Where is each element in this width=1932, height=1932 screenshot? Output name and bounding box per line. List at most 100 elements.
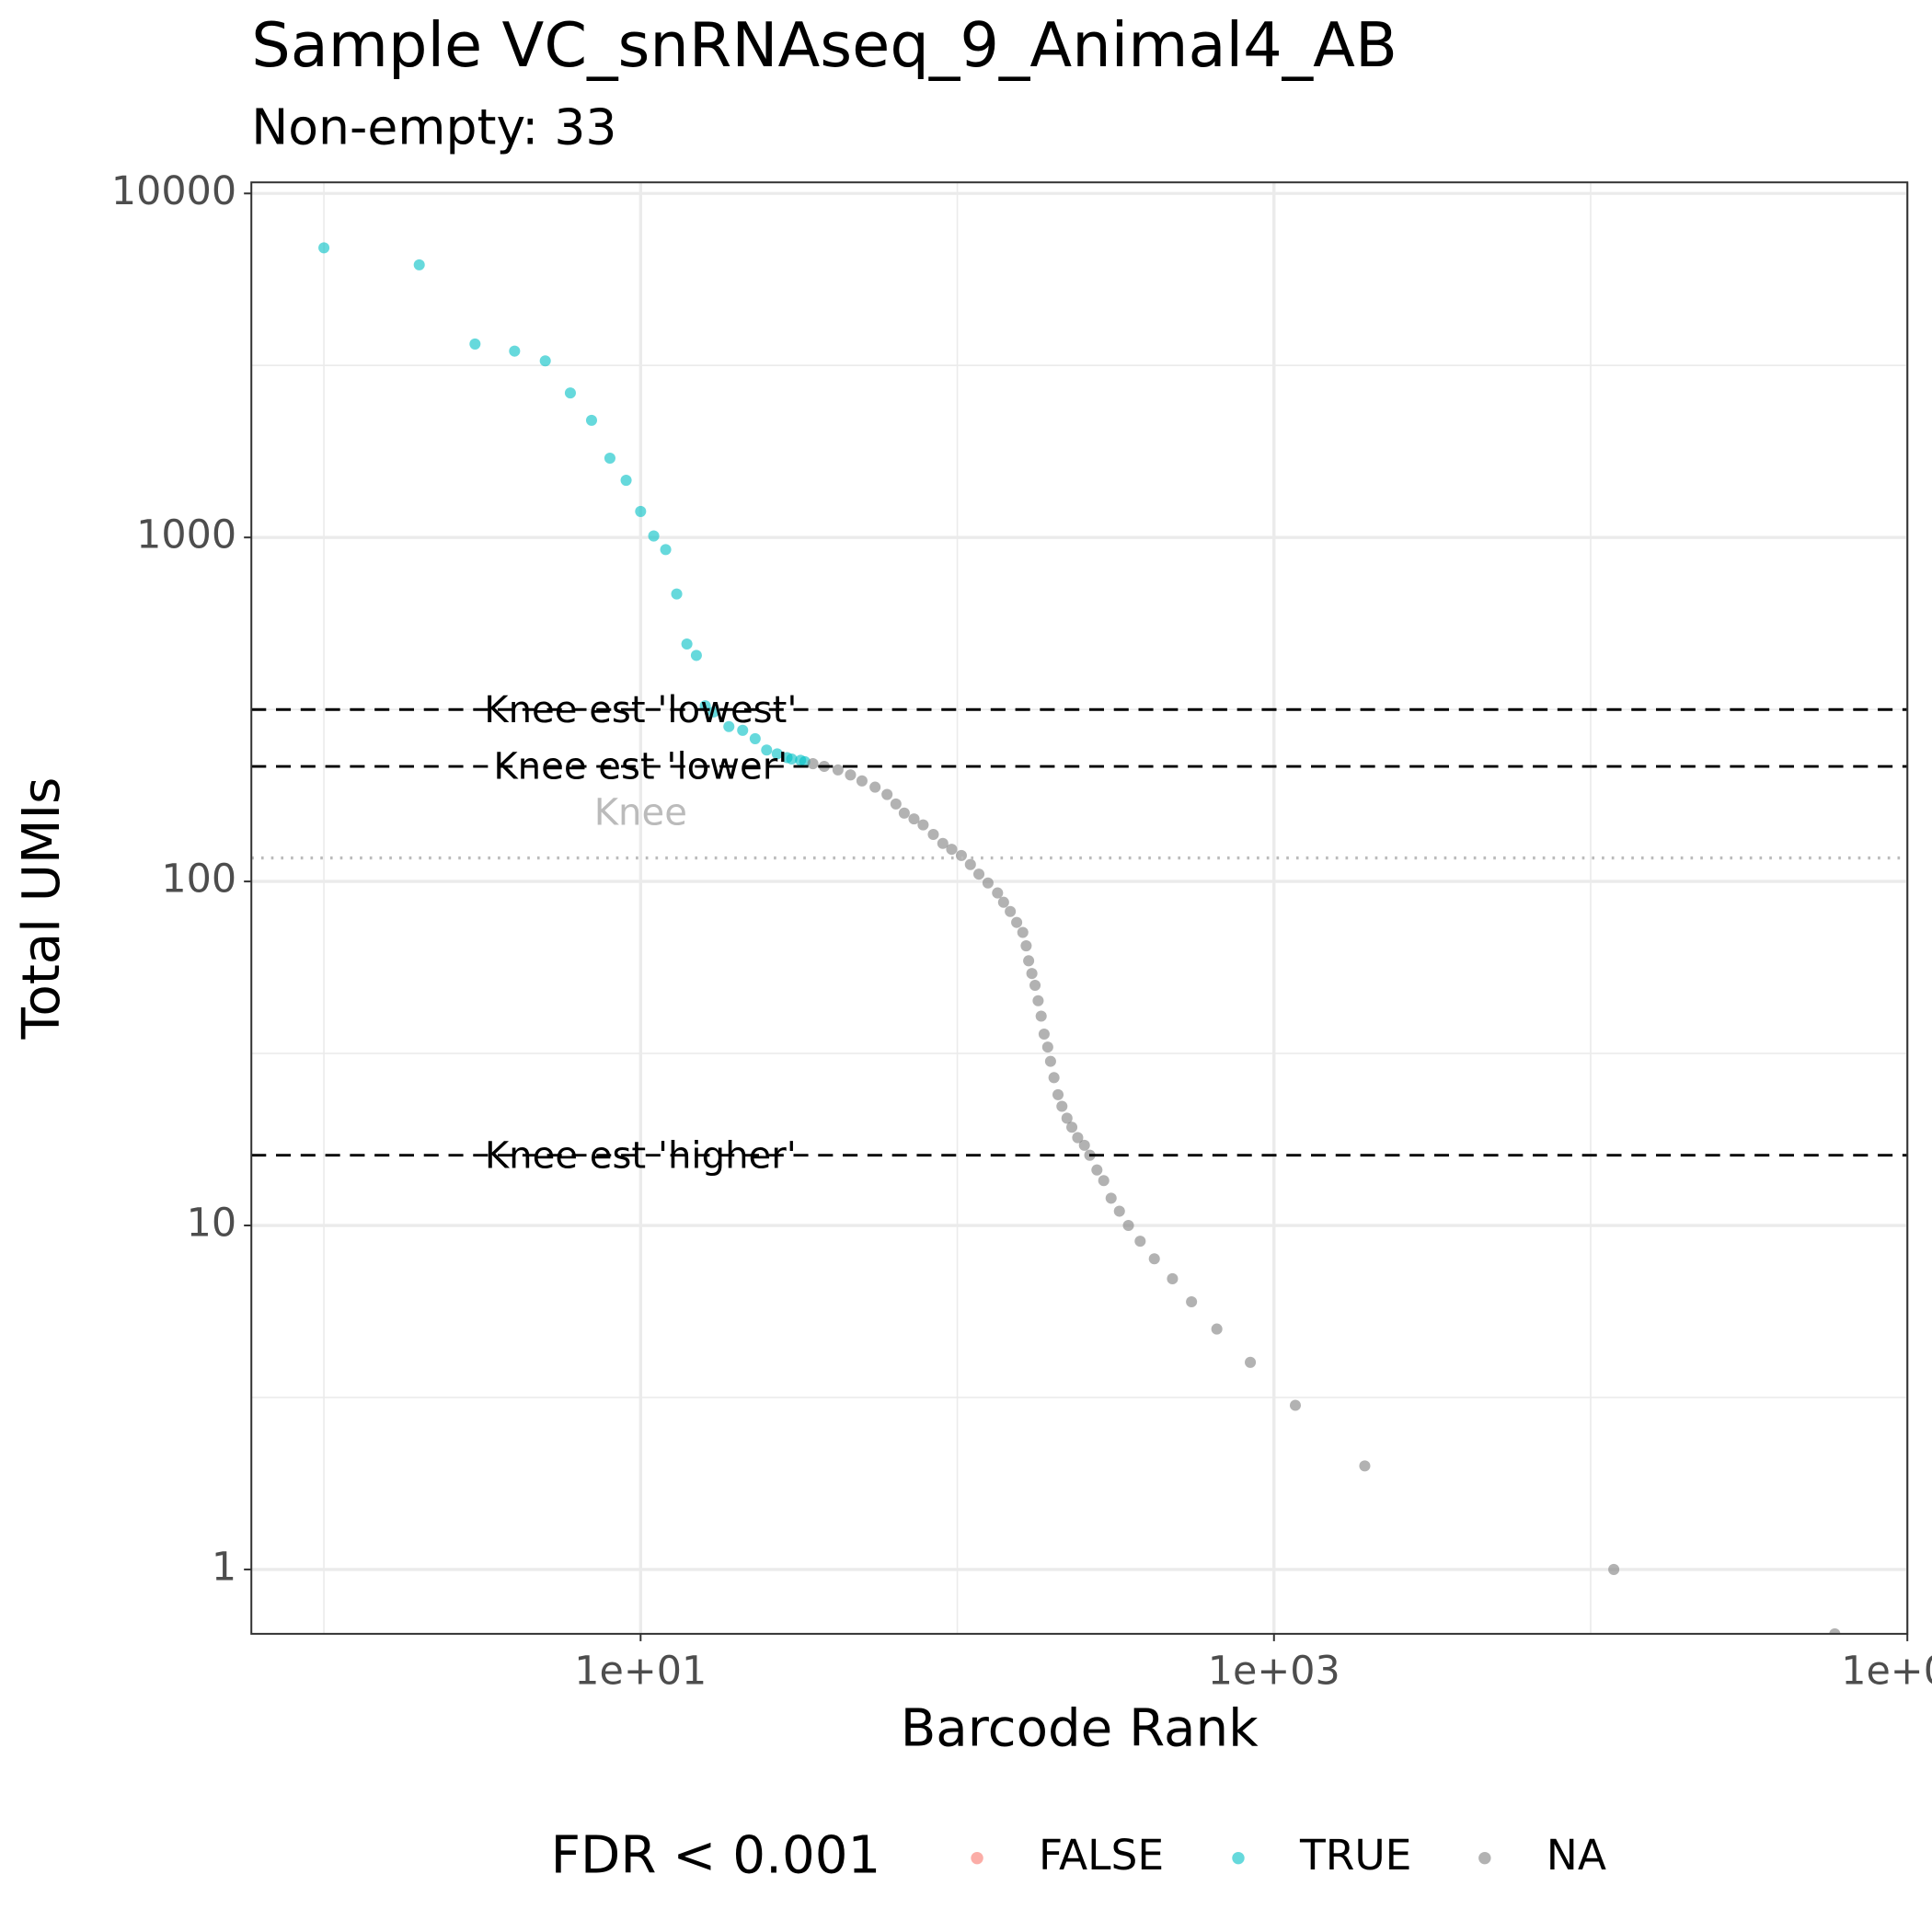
point [1052, 1088, 1064, 1100]
point [1134, 1236, 1146, 1248]
point [681, 638, 693, 650]
point [620, 475, 632, 487]
legend-marker [971, 1851, 983, 1865]
point [707, 706, 719, 718]
point [1122, 1219, 1134, 1232]
point [648, 530, 660, 542]
point [469, 338, 481, 350]
point [1061, 1112, 1073, 1124]
y-tick-label: 1 [212, 1544, 236, 1590]
point [761, 744, 773, 756]
point [1038, 1028, 1050, 1041]
point [1032, 995, 1044, 1006]
point [856, 775, 868, 787]
point [1029, 979, 1041, 992]
point [509, 345, 521, 357]
point [749, 732, 761, 744]
point [1041, 1041, 1053, 1053]
point [982, 877, 994, 889]
point [1048, 1072, 1060, 1084]
point [1105, 1192, 1117, 1204]
plot-area [318, 242, 1841, 1634]
legend-marker [1232, 1851, 1245, 1865]
point [1078, 1139, 1090, 1151]
point [723, 720, 735, 732]
threshold-label: Knee [594, 792, 687, 834]
point [997, 896, 1009, 908]
point [1245, 1356, 1257, 1368]
x-tick-label: 1e+01 [574, 1648, 707, 1694]
point [917, 819, 929, 831]
point [1148, 1253, 1160, 1265]
legend-marker [1478, 1851, 1491, 1865]
point [1026, 968, 1038, 980]
point [964, 858, 976, 870]
point [604, 452, 615, 465]
point [771, 748, 783, 760]
point [946, 844, 958, 856]
point [1167, 1272, 1179, 1284]
point [585, 414, 598, 426]
point [890, 798, 902, 810]
legend-label: FALSE [1039, 1831, 1164, 1880]
point [1066, 1121, 1078, 1133]
point [737, 724, 749, 736]
point [539, 355, 551, 367]
threshold-label: Knee est 'higher' [485, 1134, 797, 1177]
threshold-label: Knee est 'lowest' [484, 689, 797, 731]
point [1359, 1460, 1371, 1472]
chart-subtitle: Non-empty: 33 [251, 98, 616, 156]
plot-border [250, 181, 1909, 1635]
point [1011, 916, 1023, 928]
y-tick-label: 10000 [111, 168, 236, 214]
point [937, 837, 949, 849]
point [955, 849, 967, 861]
legend-label: TRUE [1299, 1831, 1412, 1880]
point [881, 788, 893, 800]
point [869, 781, 881, 793]
point [413, 259, 425, 270]
y-tick-label: 1000 [136, 512, 236, 558]
x-tick-label: 1e+03 [1208, 1648, 1340, 1694]
point [1017, 926, 1029, 938]
x-tick-label: 1e+05 [1841, 1648, 1932, 1694]
point [635, 505, 647, 517]
point [845, 769, 857, 781]
point [992, 887, 1004, 899]
point [1091, 1164, 1103, 1176]
point [671, 588, 683, 600]
chart-title: Sample VC_snRNAseq_9_Animal4_AB [251, 9, 1397, 81]
point [1005, 905, 1017, 917]
point [690, 650, 702, 661]
point [1098, 1175, 1110, 1187]
point [1113, 1205, 1125, 1217]
x-axis-title: Barcode Rank [901, 1698, 1259, 1758]
point [660, 544, 672, 556]
point [972, 868, 985, 880]
point [564, 387, 576, 399]
point [1829, 1627, 1841, 1634]
point [1186, 1295, 1198, 1307]
legend-label: NA [1547, 1831, 1606, 1880]
y-tick-label: 10 [187, 1201, 237, 1247]
point [1211, 1323, 1223, 1335]
point [1608, 1563, 1620, 1575]
point [807, 758, 819, 770]
point [898, 807, 910, 819]
point [1023, 955, 1035, 967]
point [1044, 1055, 1056, 1067]
legend-title: FDR < 0.001 [551, 1825, 881, 1885]
point [832, 764, 844, 776]
point [786, 753, 798, 765]
point [908, 813, 920, 825]
point [1056, 1100, 1068, 1112]
point [1020, 940, 1032, 952]
y-tick-label: 100 [161, 857, 236, 903]
point [1035, 1010, 1047, 1022]
threshold-label: Knee est 'lower' [493, 746, 788, 788]
point [318, 242, 330, 254]
y-axis-title: Total UMIs [12, 777, 72, 1041]
point [1072, 1132, 1084, 1144]
point [1289, 1399, 1302, 1411]
